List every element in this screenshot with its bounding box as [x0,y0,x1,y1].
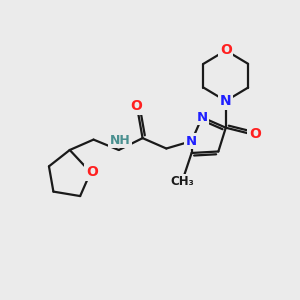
Text: N: N [196,111,208,124]
Text: NH: NH [110,134,131,147]
Text: O: O [131,99,142,113]
Text: N: N [220,94,232,108]
Text: N: N [186,135,197,148]
Text: O: O [249,127,261,141]
Text: O: O [86,165,98,179]
Text: O: O [220,44,232,57]
Text: CH₃: CH₃ [171,175,195,188]
